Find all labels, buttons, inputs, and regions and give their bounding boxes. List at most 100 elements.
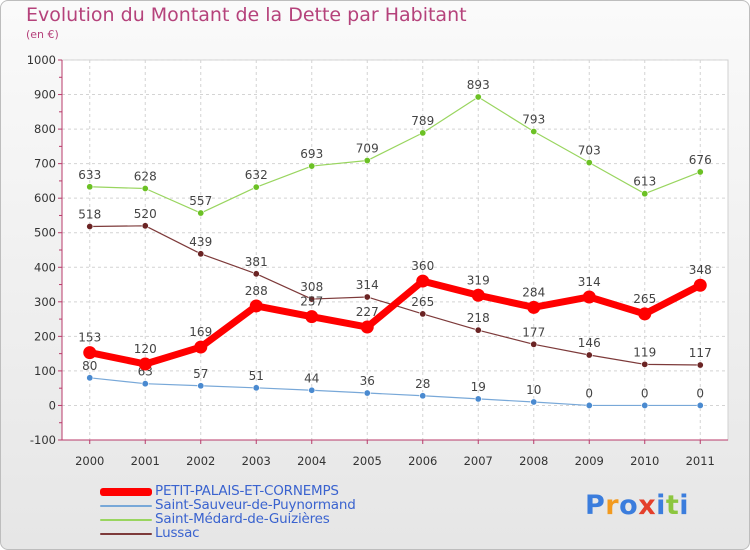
data-point — [249, 299, 263, 313]
y-tick-label: 700 — [34, 157, 56, 171]
data-label: 10 — [526, 383, 541, 397]
data-point — [585, 159, 593, 167]
data-label: 288 — [245, 284, 268, 298]
data-label: 0 — [641, 386, 649, 400]
data-label: 613 — [633, 175, 656, 189]
series-line — [86, 277, 704, 368]
data-point — [419, 310, 427, 318]
data-point — [194, 340, 208, 354]
data-label: 265 — [633, 292, 656, 306]
data-label: 0 — [585, 386, 593, 400]
data-label: 703 — [578, 144, 601, 158]
data-point — [141, 222, 149, 230]
data-point — [252, 270, 260, 278]
y-tick-label: 500 — [34, 226, 56, 240]
data-point — [419, 129, 427, 137]
data-label: 789 — [411, 114, 434, 128]
logo-letter: i — [679, 490, 690, 521]
chart-title: Evolution du Montant de la Dette par Hab… — [26, 4, 467, 26]
x-tick-label: 2003 — [242, 454, 271, 468]
data-point — [83, 346, 97, 360]
logo-letter: x — [638, 490, 657, 521]
data-point — [141, 185, 149, 193]
y-tick-label: 1000 — [27, 53, 56, 67]
data-label: 119 — [633, 345, 656, 359]
data-label: 676 — [689, 153, 712, 167]
data-label: 227 — [356, 305, 379, 319]
data-label: 793 — [522, 113, 545, 127]
x-tick-label: 2008 — [519, 454, 548, 468]
data-label: 19 — [471, 380, 486, 394]
data-point — [419, 392, 427, 400]
data-label: 44 — [304, 371, 319, 385]
data-point — [582, 290, 596, 304]
data-label: 257 — [300, 295, 323, 309]
proxiti-logo: Proxiti — [585, 490, 689, 521]
data-label: 28 — [415, 377, 430, 391]
logo-letter: r — [605, 490, 620, 521]
data-point — [641, 190, 649, 198]
data-label: 348 — [689, 263, 712, 277]
y-tick-label: 800 — [34, 122, 56, 136]
data-point — [308, 386, 316, 394]
data-point — [474, 395, 482, 403]
data-point — [474, 93, 482, 101]
data-label: 36 — [360, 374, 375, 388]
data-label: 381 — [245, 255, 268, 269]
data-label: 633 — [78, 168, 101, 182]
data-point — [308, 162, 316, 170]
data-label: 218 — [467, 311, 490, 325]
data-label: 628 — [134, 170, 157, 184]
data-point — [416, 274, 430, 288]
data-point — [363, 157, 371, 165]
series-line — [89, 377, 701, 407]
x-tick-label: 2004 — [297, 454, 326, 468]
data-label: 308 — [300, 280, 323, 294]
data-label: 439 — [189, 235, 212, 249]
y-tick-label: 0 — [49, 398, 56, 412]
data-point — [696, 168, 704, 176]
data-point — [197, 382, 205, 390]
data-label: 319 — [467, 273, 490, 287]
data-point — [308, 295, 316, 303]
data-point — [693, 278, 707, 292]
data-point — [474, 326, 482, 334]
x-tick-label: 2000 — [75, 454, 104, 468]
x-tick-label: 2009 — [575, 454, 604, 468]
data-point — [696, 401, 704, 409]
data-label: 80 — [82, 359, 97, 373]
data-point — [141, 380, 149, 388]
y-tick-label: 900 — [34, 88, 56, 102]
legend-label: PETIT-PALAIS-ET-CORNEMPS — [155, 483, 339, 499]
y-tick-label: 200 — [34, 329, 56, 343]
data-point — [363, 293, 371, 301]
x-tick-label: 2006 — [408, 454, 437, 468]
series-line — [89, 96, 701, 214]
data-point — [363, 389, 371, 397]
data-point — [471, 288, 485, 302]
data-point — [252, 183, 260, 191]
data-point — [530, 398, 538, 406]
logo-letter: o — [619, 490, 639, 521]
x-tick-label: 2011 — [686, 454, 715, 468]
data-label: 117 — [689, 346, 712, 360]
data-label: 520 — [134, 207, 157, 221]
data-label: 169 — [189, 325, 212, 339]
data-point — [138, 357, 152, 371]
legend-swatch — [100, 505, 152, 507]
x-tick-label: 2005 — [353, 454, 382, 468]
x-tick-label: 2001 — [131, 454, 160, 468]
legend-label: Saint-Sauveur-de-Puynormand — [155, 497, 356, 513]
data-label: 265 — [411, 295, 434, 309]
data-point — [696, 361, 704, 369]
legend-label: Saint-Médard-de-Guizières — [155, 511, 330, 527]
data-point — [638, 307, 652, 321]
data-point — [305, 310, 319, 324]
data-label: 284 — [522, 285, 545, 299]
x-tick-label: 2010 — [630, 454, 659, 468]
data-point — [585, 351, 593, 359]
data-point — [252, 384, 260, 392]
data-point — [197, 250, 205, 258]
data-point — [530, 128, 538, 136]
